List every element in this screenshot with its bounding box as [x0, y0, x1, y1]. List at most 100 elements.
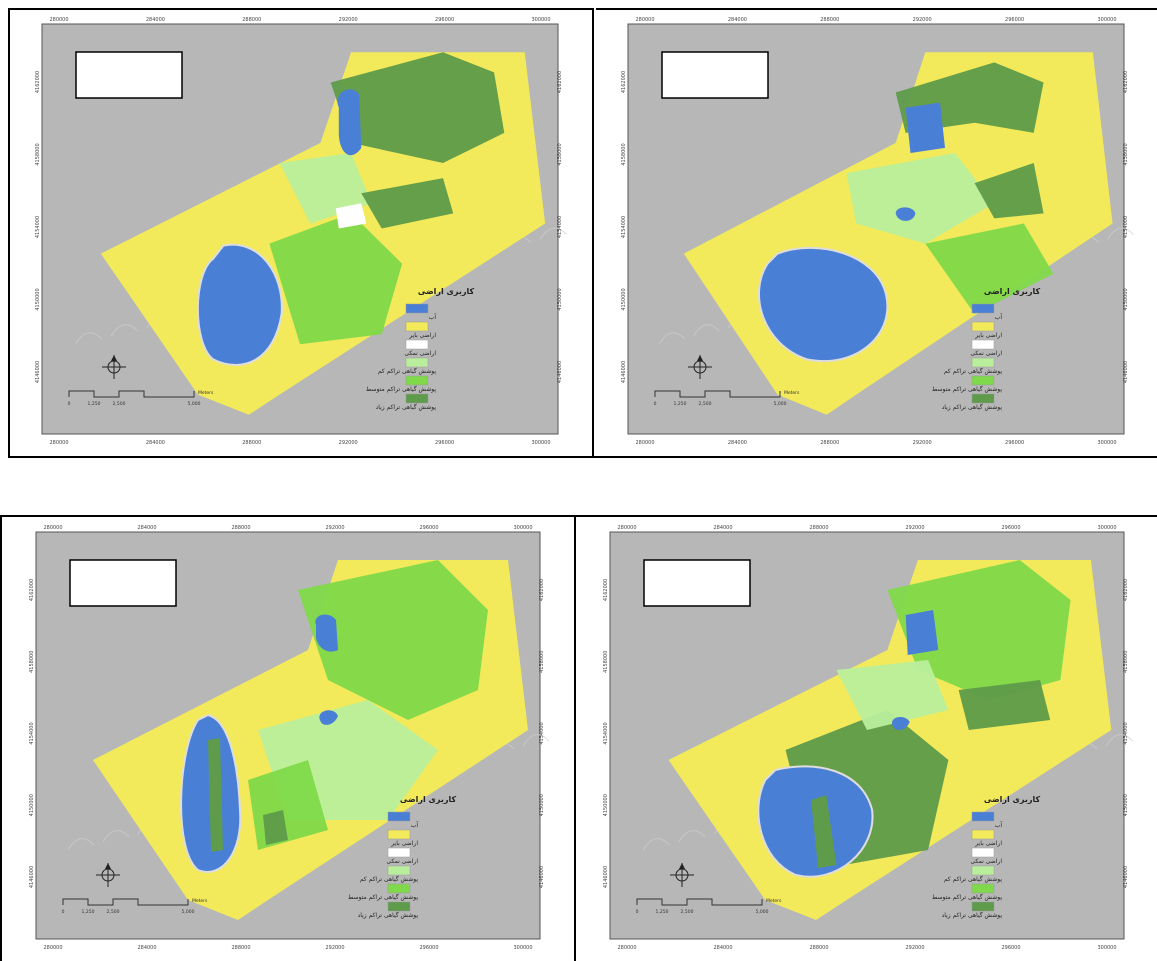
land-cover-patch	[269, 213, 403, 345]
map-layout: 280000 280000 284000 284000 288000 288000 2920…	[29, 525, 550, 951]
legend-label: آب	[411, 820, 419, 829]
legend-swatch	[387, 811, 411, 822]
scale-bar: 0 1,250 2,500 5,000 Meters	[68, 390, 214, 407]
y-tick-label-left: 4154000	[621, 216, 627, 238]
map-layout: 280000 280000 284000 284000 288000 288000 2920…	[35, 17, 567, 446]
x-tick-label-bottom: 292000	[905, 945, 924, 951]
x-tick-label-bottom: 300000	[1097, 945, 1116, 951]
y-tick-label-right: 4150000	[557, 288, 563, 310]
x-tick-label-top: 280000	[617, 525, 636, 531]
land-cover-feature	[892, 716, 910, 730]
legend-swatch	[387, 883, 411, 894]
legend-swatch	[405, 339, 429, 350]
land-cover-feature	[905, 102, 945, 153]
land-cover-feature	[905, 610, 939, 655]
hillshade-ridge	[522, 734, 550, 747]
lake-water	[196, 243, 283, 366]
legend-label: پوشش گیاهی تراکم کم	[378, 367, 437, 375]
x-tick-label-top: 292000	[339, 17, 358, 23]
x-tick-label-top: 288000	[242, 17, 261, 23]
x-tick-label-bottom: 296000	[1005, 440, 1024, 446]
hillshade-ridge	[67, 838, 95, 851]
y-tick-label-right: 4158000	[557, 143, 563, 165]
map-title-box	[69, 559, 177, 607]
legend-swatch	[971, 357, 995, 368]
y-tick-label-right: 4146000	[557, 361, 563, 383]
legend-label: اراضی بایر	[408, 332, 436, 339]
north-arrow-tip	[679, 863, 685, 869]
frame-mid-2	[574, 515, 576, 961]
y-tick-label-right: 4154000	[539, 722, 545, 744]
map-3: 280000 280000 284000 284000 288000 288000 2920…	[29, 525, 550, 951]
scale-bar-label: 5,000	[774, 401, 787, 407]
scale-bar-label: 1,250	[82, 909, 95, 915]
north-arrow-icon	[96, 863, 120, 887]
legend-label: پوشش گیاهی تراکم زیاد	[376, 403, 437, 411]
legend-swatch	[971, 865, 995, 876]
x-tick-label-bottom: 292000	[339, 440, 358, 446]
legend-label: آب	[995, 312, 1003, 321]
x-tick-label-top: 280000	[43, 525, 62, 531]
x-tick-label-bottom: 284000	[713, 945, 732, 951]
land-cover-patch	[887, 560, 1071, 700]
scale-bar-label: 5,000	[188, 401, 201, 407]
x-tick-label-bottom: 280000	[617, 945, 636, 951]
y-tick-label-right: 4150000	[1123, 288, 1129, 310]
map-1: 280000 280000 284000 284000 288000 288000 2920…	[35, 17, 567, 446]
scale-bar-segments	[636, 898, 763, 906]
scale-bar-label: 0	[636, 909, 639, 915]
x-tick-label-bottom: 296000	[435, 440, 454, 446]
x-tick-label-top: 284000	[137, 525, 156, 531]
x-tick-label-top: 300000	[513, 525, 532, 531]
legend-swatch	[971, 393, 995, 404]
y-tick-label-left: 4154000	[29, 722, 35, 744]
land-cover-patch	[836, 660, 949, 730]
map-title-box	[661, 51, 769, 99]
y-tick-label-right: 4162000	[1123, 71, 1129, 93]
land-cover-feature	[335, 203, 367, 229]
hillshade-ridge	[678, 830, 706, 843]
x-tick-label-bottom: 288000	[231, 945, 250, 951]
scale-bar-label: 2,500	[699, 401, 712, 407]
north-arrow-icon	[688, 355, 712, 379]
legend-label: اراضی بایر	[974, 332, 1002, 339]
x-tick-label-bottom: 296000	[1001, 945, 1020, 951]
scale-bar: 0 1,250 2,500 5,000 Meters	[636, 898, 782, 915]
y-tick-label-left: 4150000	[35, 288, 41, 310]
legend-title: کاربری اراضی	[984, 795, 1041, 804]
legend-title: کاربری اراضی	[984, 287, 1041, 296]
legend-swatch	[971, 375, 995, 386]
x-tick-label-top: 300000	[1097, 525, 1116, 531]
frame-top-2	[0, 515, 1157, 517]
land-cover-feature	[315, 614, 338, 652]
frame-mid-1	[592, 8, 594, 456]
map-panel-4: 280000 280000 284000 284000 288000 288000 2920…	[582, 520, 1152, 957]
y-tick-label-left: 4154000	[603, 722, 609, 744]
legend-label: پوشش گیاهی تراکم متوسط	[348, 893, 419, 901]
scale-bar-label: 1,250	[674, 401, 687, 407]
land-cover-patch	[330, 52, 505, 164]
hillshade-ridge	[102, 830, 130, 843]
x-tick-label-bottom: 292000	[325, 945, 344, 951]
y-tick-label-left: 4158000	[35, 143, 41, 165]
y-tick-label-left: 4150000	[621, 288, 627, 310]
scale-bar-label: 1,250	[88, 401, 101, 407]
north-arrow-icon	[102, 355, 126, 379]
legend-label: پوشش گیاهی تراکم کم	[360, 875, 419, 883]
legend-swatch	[405, 357, 429, 368]
study-area	[100, 52, 546, 415]
legend-swatch	[405, 321, 429, 332]
x-tick-label-bottom: 284000	[728, 440, 747, 446]
y-tick-label-right: 4146000	[539, 866, 545, 888]
scale-bar-unit: Meters	[784, 390, 800, 396]
legend-label: اراضی نمکی	[970, 350, 1002, 357]
map-4: 280000 280000 284000 284000 288000 288000 2920…	[603, 525, 1134, 951]
legend-swatch	[405, 303, 429, 314]
y-tick-label-right: 4162000	[1123, 579, 1129, 601]
frame-top-left	[8, 8, 592, 10]
map-layout: 280000 280000 284000 284000 288000 288000 2920…	[621, 17, 1134, 446]
legend-label: اراضی نمکی	[970, 858, 1002, 865]
x-tick-label-top: 292000	[913, 17, 932, 23]
x-tick-label-top: 296000	[419, 525, 438, 531]
legend-title: کاربری اراضی	[418, 287, 475, 296]
